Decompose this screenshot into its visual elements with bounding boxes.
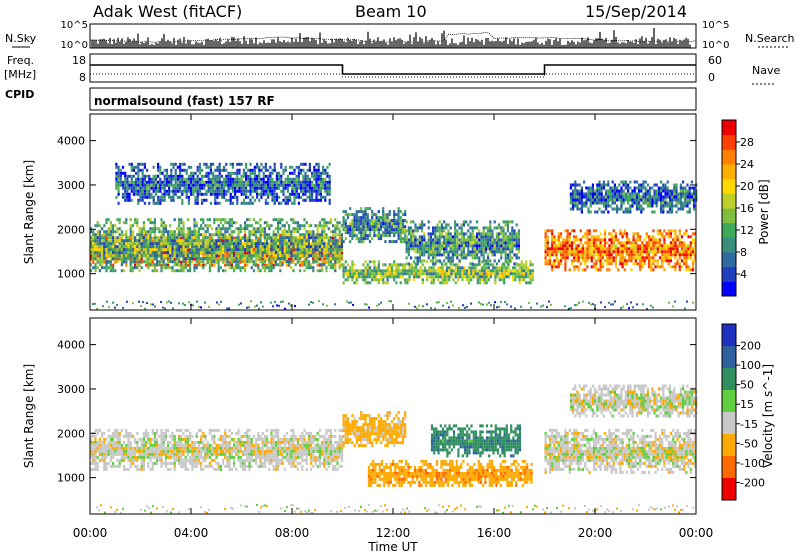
colorbar-tick-label: -50	[740, 437, 758, 450]
cpid-label: CPID	[5, 88, 34, 101]
y-tick-label: 3000	[57, 383, 85, 396]
y-tick-label: 1000	[57, 268, 85, 281]
colorbar-swatch	[722, 390, 736, 413]
freq-left-tick-bottom: 8	[79, 71, 86, 84]
colorbar-swatch	[722, 346, 736, 369]
colorbar-tick-label: 24	[740, 158, 754, 171]
time-axis: 00:00 04:00 08:00 12:00 16:00 20:00 00:00	[73, 114, 714, 540]
colorbar-swatch	[722, 252, 736, 268]
colorbar-tick-label: 50	[740, 379, 754, 392]
colorbar-swatch	[722, 237, 736, 253]
power-panel-frame	[89, 113, 697, 311]
cpid-text: normalsound (fast) 157 RF	[94, 94, 275, 108]
freq-left-tick-top: 18	[72, 54, 86, 67]
colorbar-tick-label: 15	[740, 398, 754, 411]
time-tick-label: 00:00	[73, 526, 108, 540]
colorbar-tick-label: 12	[740, 224, 754, 237]
colorbar-swatch	[722, 120, 736, 136]
velocity-ylabel: Slant Range [km]	[22, 364, 36, 468]
noise-right-tick-bottom: 10^0	[702, 40, 729, 51]
cpid-panel-frame	[89, 87, 697, 111]
noise-search-line	[89, 32, 697, 43]
colorbar-swatch	[722, 222, 736, 238]
power-ylabel: Slant Range [km]	[22, 160, 36, 264]
colorbar-swatch	[722, 456, 736, 479]
colorbar-swatch	[722, 434, 736, 457]
velocity-colorbar: 200 100 50 15 -15 -50 -100 -200	[721, 323, 765, 501]
freq-right-tick-top: 60	[708, 54, 722, 67]
time-tick-label: 12:00	[376, 526, 411, 540]
nave-label: Nave	[752, 64, 780, 77]
colorbar-swatch	[722, 324, 736, 347]
time-tick-label: 16:00	[477, 526, 512, 540]
noise-bars	[91, 28, 691, 48]
y-tick-label: 1000	[57, 472, 85, 485]
velocity-colorbar-label: Velocity [m s^-1]	[761, 364, 775, 468]
colorbar-tick-label: 16	[740, 202, 754, 215]
noise-panel-frame	[89, 23, 697, 49]
colorbar-swatch	[722, 178, 736, 194]
colorbar-tick-label: 100	[740, 359, 761, 372]
colorbar-tick-label: 8	[740, 246, 747, 259]
colorbar-swatch	[722, 134, 736, 150]
colorbar-swatch	[722, 164, 736, 180]
freq-unit-label: [MHz]	[4, 68, 36, 81]
colorbar-tick-label: -15	[740, 418, 758, 431]
colorbar-swatch	[722, 281, 736, 297]
colorbar-swatch	[722, 149, 736, 165]
noise-right-tick-top: 10^5	[702, 20, 729, 31]
freq-line	[90, 64, 696, 75]
time-tick-label: 08:00	[275, 526, 310, 540]
nave-line	[90, 73, 696, 78]
colorbar-tick-label: 4	[740, 268, 747, 281]
velocity-heatmap	[90, 384, 698, 514]
y-tick-label: 4000	[57, 339, 85, 352]
y-tick-label: 3000	[57, 179, 85, 192]
noise-sky-bars	[91, 28, 691, 48]
colorbar-swatch	[722, 193, 736, 209]
y-tick-label: 4000	[57, 135, 85, 148]
y-tick-label: 2000	[57, 427, 85, 440]
freq-right-tick-bottom: 0	[708, 71, 715, 84]
colorbar-frame	[721, 323, 737, 501]
colorbar-tick-label: 28	[740, 136, 754, 149]
freq-panel-frame	[89, 53, 697, 83]
velocity-y-axis: 1000 2000 3000 4000	[57, 339, 696, 485]
colorbar-swatch	[722, 208, 736, 224]
freq-label: Freq.	[7, 54, 34, 67]
station-title: Adak West (fitACF)	[93, 2, 242, 21]
colorbar-swatch	[722, 478, 736, 501]
colorbar-swatch	[722, 412, 736, 435]
power-colorbar: 4 8 12 16 20 24 28	[721, 119, 754, 297]
colorbar-tick-label: 200	[740, 340, 761, 353]
colorbar-tick-label: 20	[740, 180, 754, 193]
time-tick-label: 20:00	[578, 526, 613, 540]
y-tick-label: 2000	[57, 223, 85, 236]
colorbar-tick-label: -200	[740, 476, 765, 489]
date-title: 15/Sep/2014	[585, 2, 687, 21]
time-axis-label: Time UT	[367, 540, 418, 554]
time-tick-label: 04:00	[174, 526, 209, 540]
colorbar-swatch	[722, 368, 736, 391]
power-y-axis: 1000 2000 3000 4000	[57, 135, 696, 281]
beam-title: Beam 10	[355, 2, 427, 21]
power-colorbar-label: Power [dB]	[757, 179, 771, 244]
noise-left-tick-top: 10^5	[61, 20, 88, 31]
time-tick-label: 00:00	[679, 526, 714, 540]
colorbar-tick-label: -100	[740, 457, 765, 470]
nsearch-label: N.Search	[745, 32, 795, 45]
colorbar-swatch	[722, 266, 736, 282]
nsky-label: N.Sky	[5, 32, 37, 45]
noise-left-tick-bottom: 10^0	[61, 40, 88, 51]
power-heatmap	[90, 162, 698, 310]
